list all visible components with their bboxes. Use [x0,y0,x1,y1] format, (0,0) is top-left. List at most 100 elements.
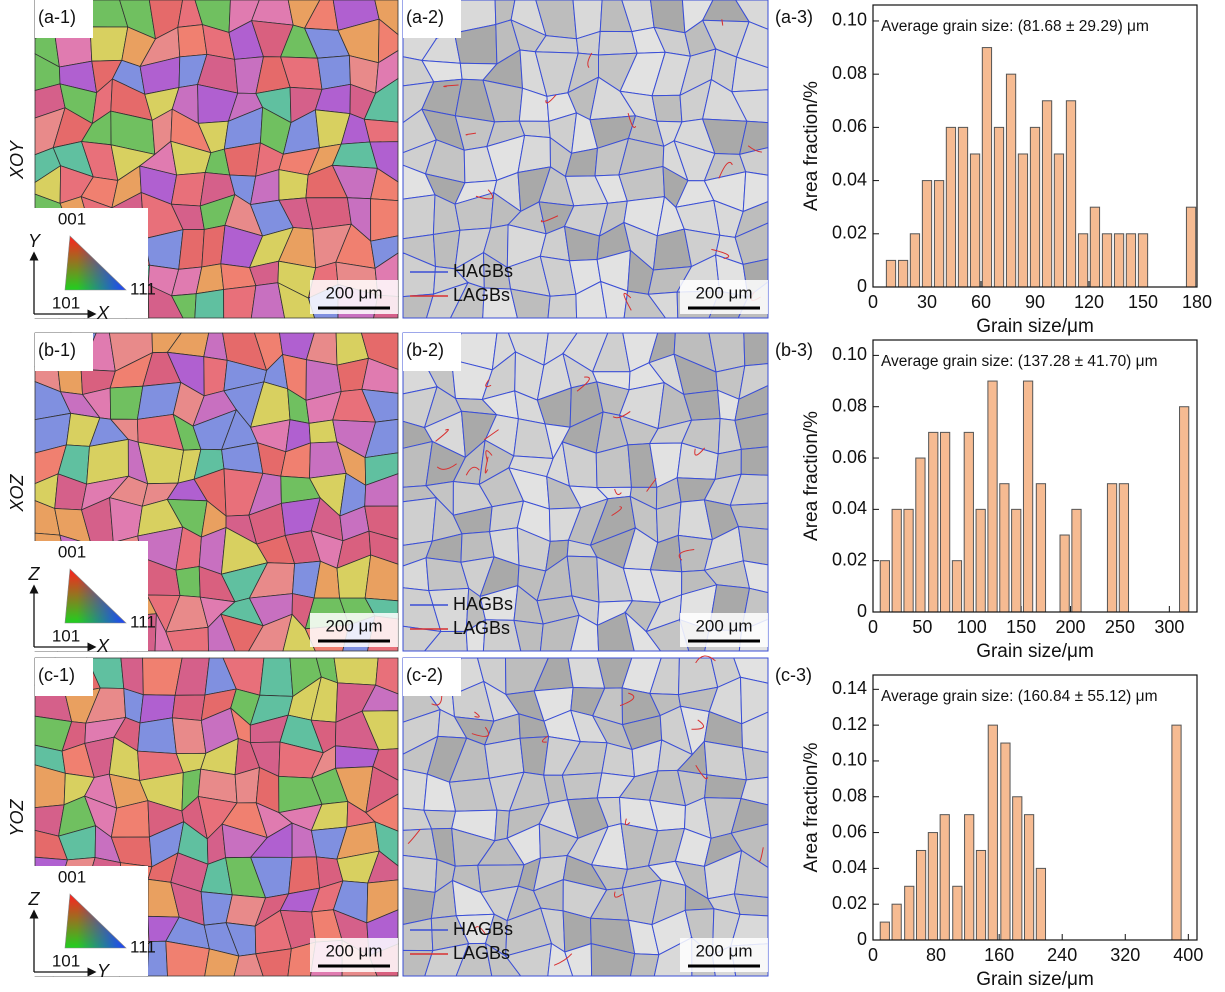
panel-label: (b-2) [406,340,444,360]
grain [223,142,261,177]
x-tick-label: 300 [1154,617,1184,637]
low-angle-boundary [623,292,632,311]
plane-label: XOY [7,139,27,180]
low-angle-boundary [691,719,705,730]
x-tick-label: 60 [971,292,991,312]
ipf-triangle-blue [64,235,127,291]
label-box [35,0,93,38]
y-axis-label: Area fraction/% [801,411,822,541]
ipf-label: 101 [52,626,80,645]
boundary-map [402,332,769,652]
y-tick-label: 0.02 [832,223,867,243]
x-tick-label: 100 [957,617,987,637]
grain [402,854,438,893]
y-tick-label: 0.10 [832,750,867,770]
grain [171,694,206,721]
grain [547,293,578,319]
x-tick-label: 200 [1056,617,1086,637]
bar [915,849,927,941]
x-tick-label: 150 [1006,617,1036,637]
low-angle-boundary [474,711,480,718]
bar [1053,153,1065,288]
bar [1022,380,1034,613]
grain [177,24,208,58]
low-angle-boundary [758,847,764,862]
legend-label: LAGBs [453,618,510,638]
label-box [403,0,461,38]
low-angle-boundary [611,506,622,517]
bar [1005,73,1017,288]
bar [891,508,902,613]
grain [741,747,769,781]
bar [1101,233,1113,288]
panel-label: (c-3) [775,665,812,685]
bar [933,180,945,288]
bar [921,180,933,288]
low-angle-boundary [624,818,631,826]
y-tick-label: 0.08 [832,395,867,415]
low-angle-boundary [545,94,557,104]
axis-name: Z [28,889,41,909]
bar [1035,867,1047,941]
scale-bar-label: 200 μm [695,941,752,960]
low-angle-boundary [435,428,449,442]
low-angle-boundary [646,478,657,492]
bar [1029,126,1041,288]
bar [969,153,981,288]
grain [561,772,603,801]
grain [170,172,206,207]
x-tick-label: 80 [926,945,946,965]
ipf-label: 001 [58,867,86,886]
grain [363,118,399,143]
bar [1113,233,1125,288]
x-tick-label: 120 [1074,292,1104,312]
y-tick-label: 0 [857,276,867,296]
panel-label: (a-3) [775,7,813,27]
grain [402,194,436,240]
bar [1137,233,1149,288]
label-box [403,333,461,371]
x-tick-label: 180 [1182,292,1212,312]
low-angle-boundary [540,215,559,223]
grain [743,332,769,367]
x-tick-label: 400 [1173,945,1203,965]
bar [903,508,914,613]
bar [987,380,998,613]
panel-label: (c-2) [406,665,443,685]
bar [897,259,909,288]
bar [885,259,897,288]
y-tick-label: 0.08 [832,786,867,806]
ipf-label: 001 [58,209,86,228]
grain [333,657,379,686]
x-axis-label: Grain size/μm [976,969,1094,990]
low-angle-boundary [475,189,494,200]
low-angle-boundary [465,466,480,476]
grain [703,740,747,781]
axis-name: Y [28,231,42,251]
low-angle-boundary [695,765,709,780]
low-angle-boundary [695,655,716,664]
grain [89,26,129,62]
bar [939,814,950,941]
bar [1071,508,1082,613]
ipf-label: 111 [130,612,156,631]
scale-bar-label: 200 μm [695,283,752,302]
bar [1089,206,1101,288]
x-axis-label: Grain size/μm [976,316,1094,337]
bar [964,814,975,941]
bar [1106,483,1118,613]
y-tick-label: 0.04 [832,169,867,189]
low-angle-boundary [721,19,724,26]
low-angle-boundary [747,145,762,153]
low-angle-boundary [576,376,590,392]
ipf-label: 111 [130,279,156,298]
scale-bar-label: 200 μm [325,616,382,635]
scale-bar-label: 200 μm [325,941,382,960]
grain [259,657,294,697]
low-angle-boundary [484,456,489,474]
low-angle-boundary [436,463,457,470]
grain [484,737,525,779]
bar [987,724,998,941]
ipf-label: 101 [52,293,80,312]
bar [1125,233,1137,288]
